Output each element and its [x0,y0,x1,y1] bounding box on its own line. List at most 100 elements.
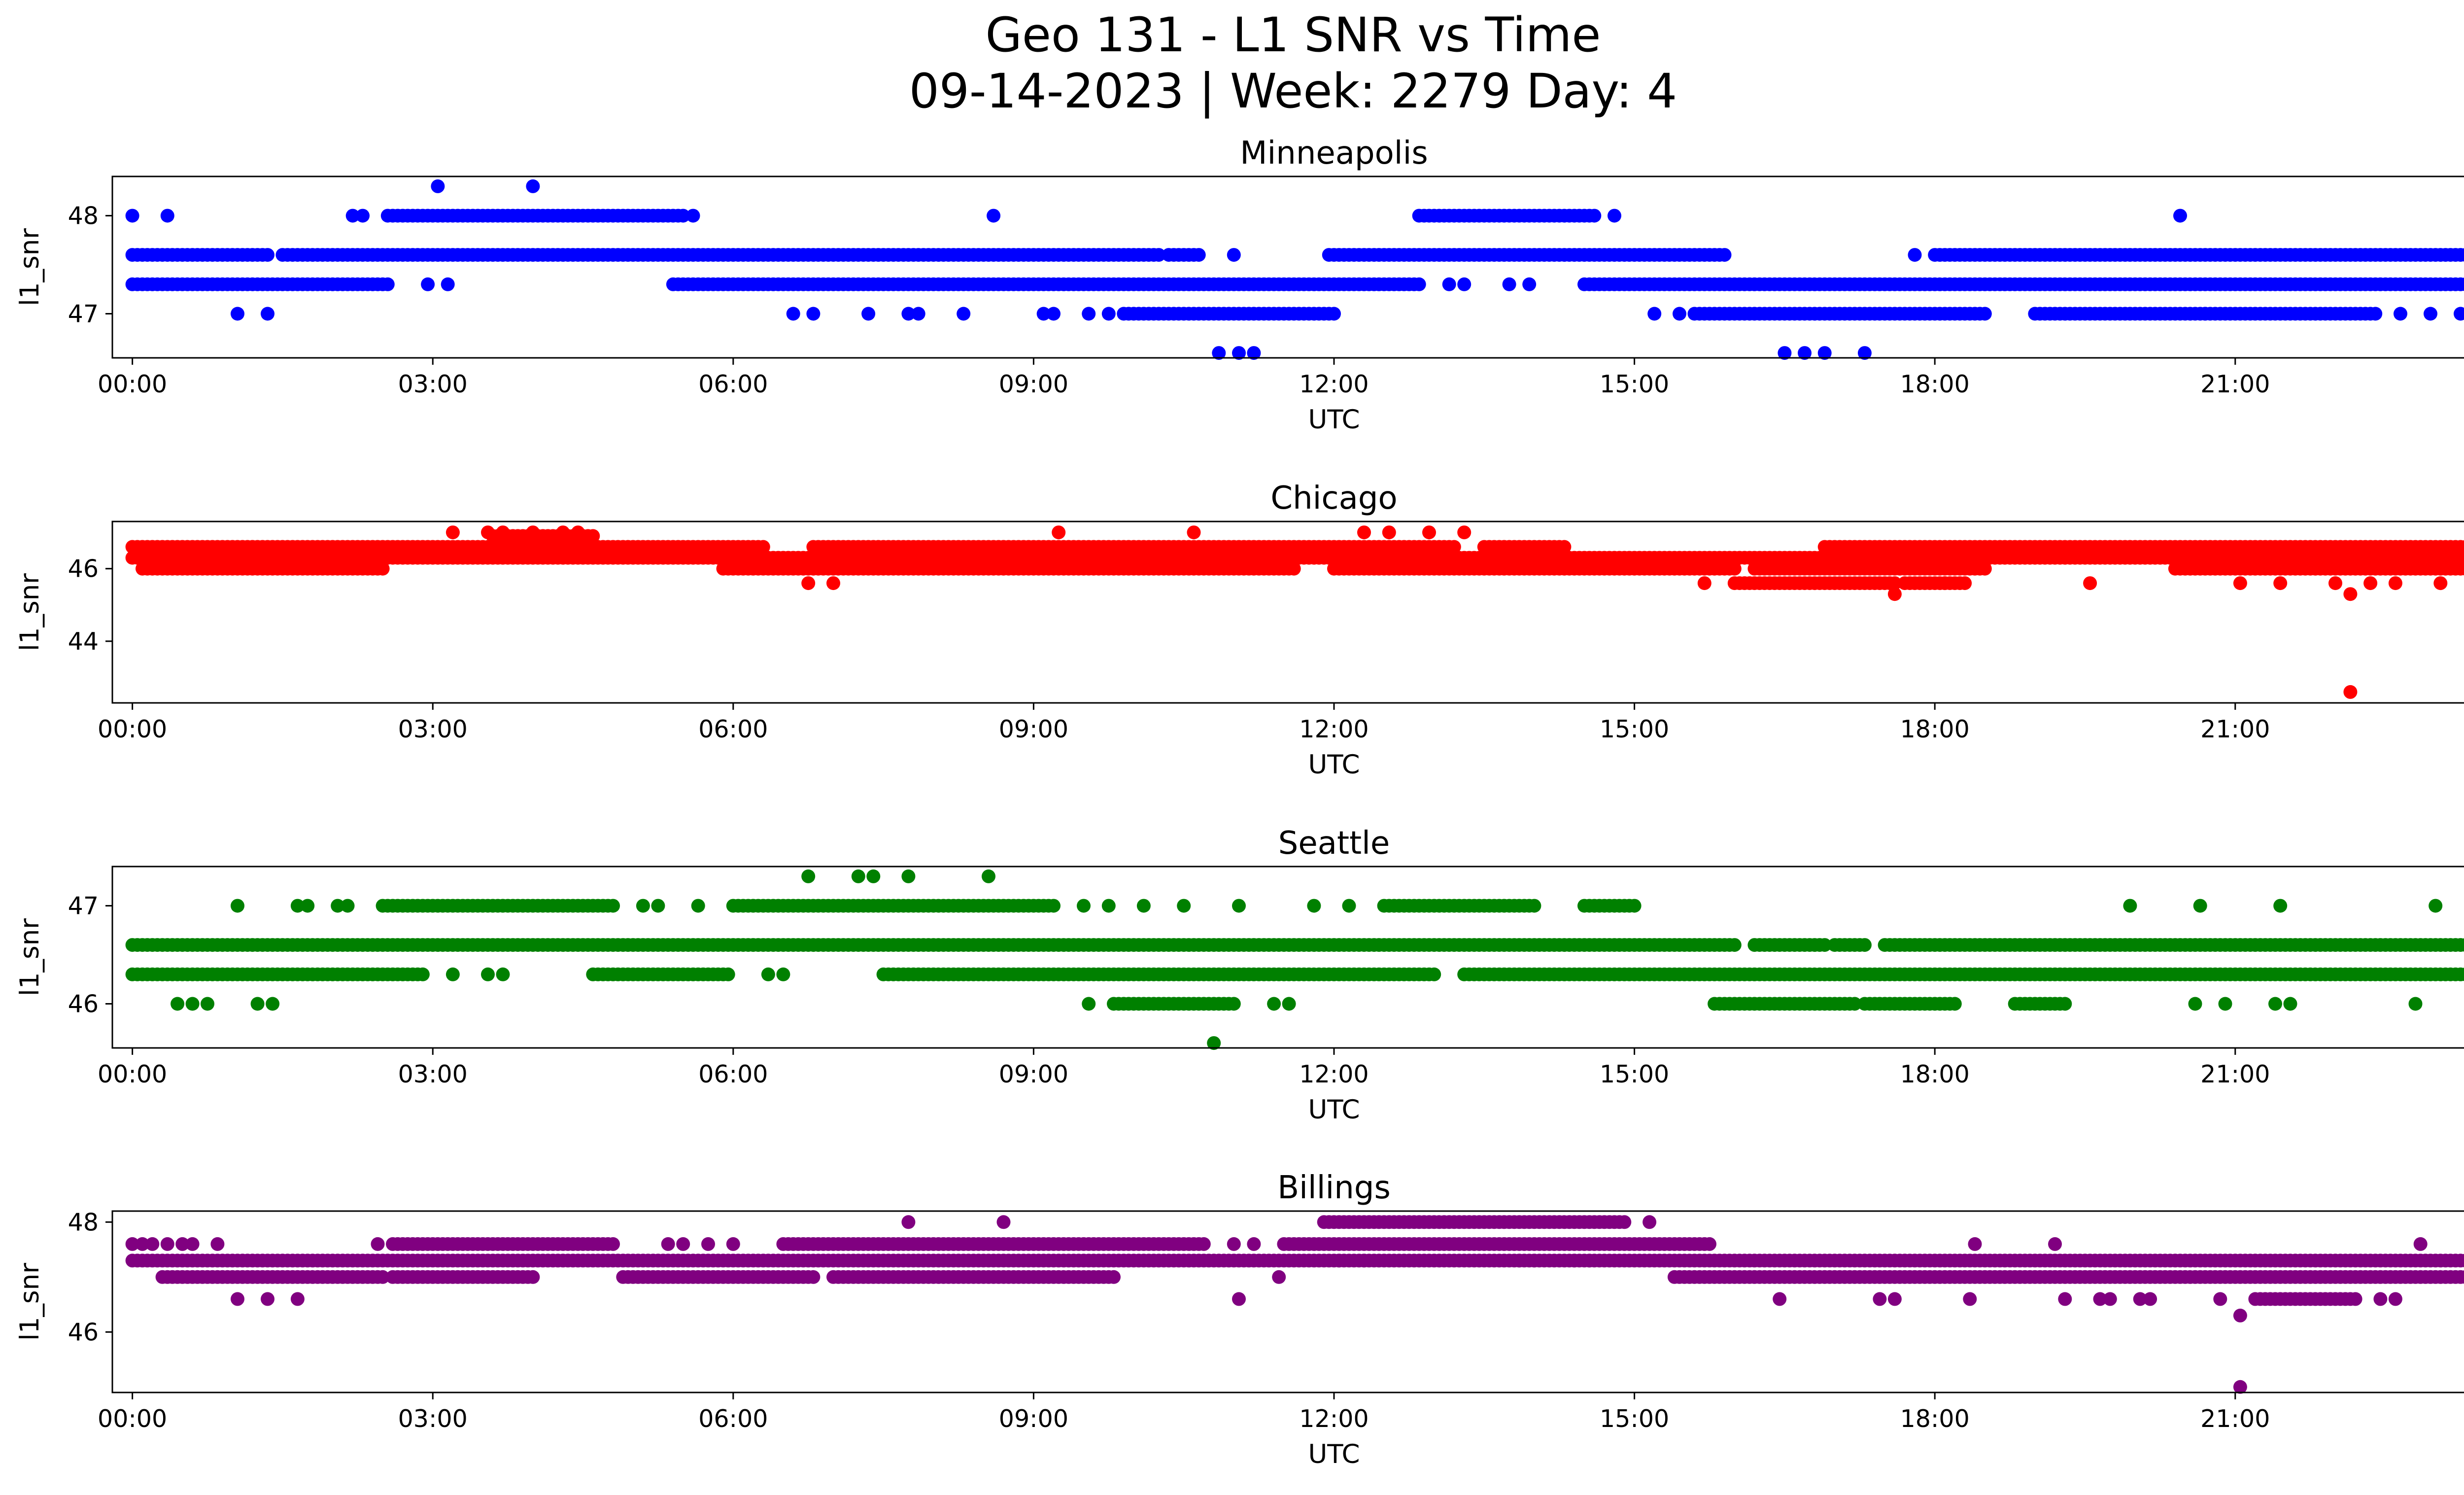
x-tick-label: 09:00 [999,715,1068,743]
data-point [636,899,650,913]
data-point [431,179,445,193]
data-point [851,869,865,883]
data-point [1342,899,1356,913]
figure-title-line1: Geo 131 - L1 SNR vs Time [986,7,1601,63]
x-tick-label: 00:00 [98,370,167,398]
data-point [1978,561,1992,576]
x-tick-label: 09:00 [999,1060,1068,1088]
data-point [1527,1253,1541,1268]
data-point [1857,346,1872,360]
data-point [1287,561,1301,576]
data-point [2283,997,2297,1011]
data-point [1047,307,1061,321]
data-point [806,307,821,321]
x-tick-label: 12:00 [1299,1405,1369,1433]
data-point [1442,277,1456,291]
data-point [1272,1270,1286,1284]
data-point [1357,1253,1371,1268]
data-point [231,1292,244,1306]
data-point [496,525,510,540]
y-tick-label: 46 [68,1318,99,1346]
data-point [1727,561,1742,576]
data-point [1152,248,1166,262]
data-point [171,997,185,1011]
data-point [1968,1237,1982,1251]
data-point [2233,576,2247,591]
data-point [1422,525,1436,540]
data-point [606,899,620,913]
x-tick-label: 21:00 [2200,1405,2270,1433]
data-point [1082,307,1096,321]
data-point [290,1292,305,1306]
data-point [201,997,214,1011]
data-point [801,869,816,883]
data-point [160,1237,174,1251]
x-tick-label: 03:00 [398,1405,468,1433]
y-axis-label: l1_snr [15,573,45,651]
data-point [1282,997,1296,1011]
data-point [2388,576,2402,591]
data-point [826,576,840,591]
data-point [1082,997,1096,1011]
x-tick-label: 06:00 [698,370,768,398]
data-point [996,1215,1011,1229]
data-point [1192,248,1206,262]
data-point [1136,899,1151,913]
data-point [2058,997,2072,1011]
data-point [125,209,139,223]
data-point [2459,248,2464,262]
data-point [2433,576,2448,591]
data-point [1212,346,1226,360]
data-point [861,307,876,321]
data-point [1502,277,1516,291]
data-point [261,248,274,262]
data-point [1887,1292,1902,1306]
data-point [2328,576,2342,591]
data-point [661,1237,675,1251]
data-point [231,307,244,321]
x-tick-label: 06:00 [698,1060,768,1088]
data-point [441,277,455,291]
y-tick-label: 46 [68,555,99,583]
data-point [1857,938,1872,952]
data-point [231,899,244,913]
data-point [1582,1253,1597,1268]
data-point [786,307,800,321]
data-point [1703,1237,1716,1251]
scatter-series [125,179,2464,360]
x-axis-label: UTC [1308,1095,1360,1125]
data-point [1232,346,1246,360]
data-point [1608,209,1621,223]
x-tick-label: 18:00 [1900,1405,1970,1433]
data-point [2343,685,2358,699]
y-axis-label: l1_snr [15,1263,45,1341]
data-point [1101,899,1116,913]
data-point [1052,525,1066,540]
data-point [1307,899,1321,913]
data-point [2188,997,2202,1011]
data-point [2343,587,2358,601]
data-point [1232,1292,1246,1306]
data-point [1247,1237,1261,1251]
data-point [1567,1253,1581,1268]
data-point [2143,1292,2157,1306]
data-point [957,307,971,321]
data-point [380,277,395,291]
data-point [2459,551,2464,565]
data-point [2233,1308,2247,1322]
y-tick-label: 47 [68,300,99,328]
y-tick-label: 47 [68,892,99,920]
data-point [1817,346,1832,360]
data-point [1673,307,1686,321]
data-point [691,899,705,913]
data-point [526,1270,540,1284]
data-point [2058,1292,2072,1306]
data-point [2459,938,2464,952]
data-point [1382,525,1396,540]
data-point [2459,540,2464,554]
x-tick-label: 12:00 [1299,1060,1369,1088]
